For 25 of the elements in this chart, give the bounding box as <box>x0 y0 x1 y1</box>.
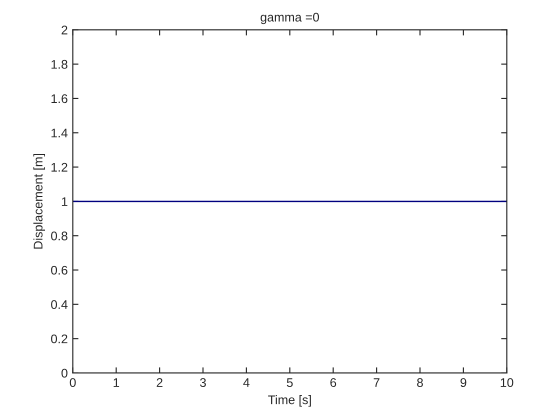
y-tick-label: 0.8 <box>51 232 68 240</box>
x-tick-label: 4 <box>243 378 250 387</box>
y-tick-label: 1.6 <box>52 94 68 104</box>
x-tick-label: 2 <box>156 378 162 387</box>
y-tick-label: 1 <box>62 197 68 206</box>
y-tick-label: 0.4 <box>51 300 68 309</box>
x-tick-label: 5 <box>286 378 293 388</box>
x-tick-label: 0 <box>70 378 76 388</box>
y-tick-label: 0.6 <box>51 266 68 275</box>
y-tick-label: 1.8 <box>52 60 68 69</box>
x-axis-title: Time [s] <box>268 395 311 407</box>
y-tick-label: 0 <box>61 368 68 378</box>
y-tick-label: 1.4 <box>52 128 68 138</box>
x-tick-label: 1 <box>114 378 120 387</box>
x-tick-label: 6 <box>330 378 336 388</box>
y-tick-label: 1.2 <box>52 162 68 172</box>
y-tick-label: 2 <box>62 26 68 34</box>
x-tick-label: 3 <box>200 378 206 388</box>
y-axis-title: Displacement [m] <box>33 154 46 249</box>
chart-title: gamma =0 <box>260 12 320 24</box>
x-tick-label: 9 <box>460 378 466 388</box>
x-tick-label: 8 <box>417 378 423 388</box>
x-tick-label: 10 <box>500 378 514 388</box>
y-tick-label: 0.2 <box>51 334 68 344</box>
x-tick-label: 7 <box>374 378 380 387</box>
